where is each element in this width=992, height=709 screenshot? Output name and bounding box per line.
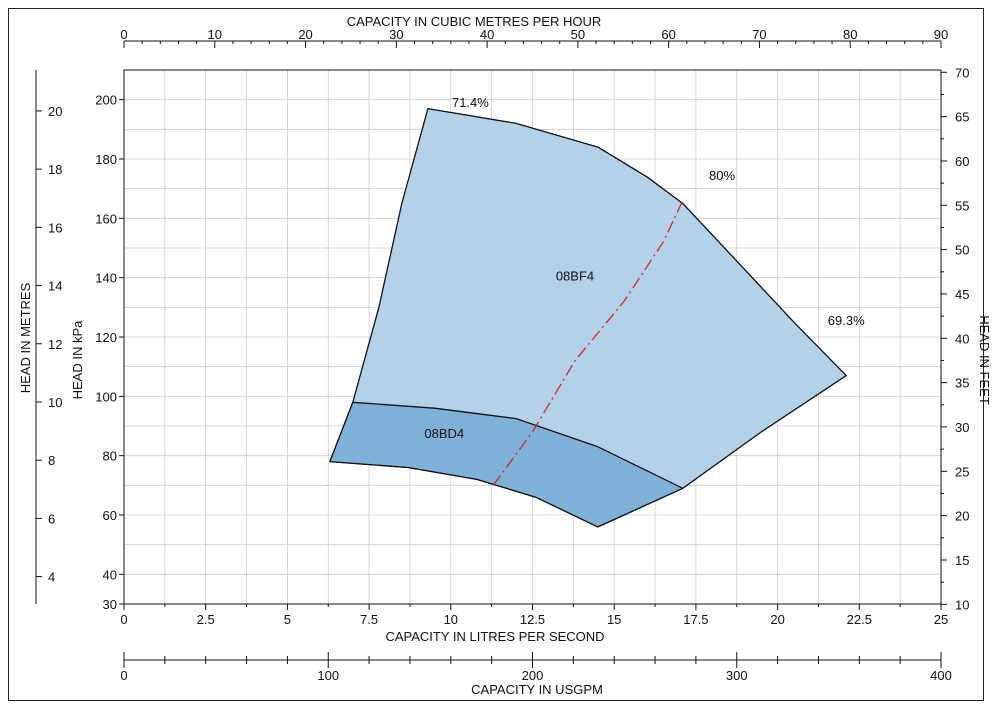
bottom-axis-title: CAPACITY IN LITRES PER SECOND: [385, 629, 604, 644]
left-kpa-axis-title: HEAD IN kPa: [70, 320, 85, 400]
top-tick-label: 70: [752, 27, 766, 42]
kpa-tick-label: 120: [95, 330, 117, 345]
annotation-714: 71.4%: [452, 95, 489, 110]
kpa-tick-label: 80: [103, 449, 117, 464]
metres-tick-label: 20: [48, 104, 62, 119]
usgpm-tick-label: 400: [930, 668, 952, 683]
bottom-tick-label: 25: [934, 612, 948, 627]
bottom-tick-label: 12.5: [520, 612, 545, 627]
annotation-08bd4: 08BD4: [424, 426, 464, 441]
feet-tick-label: 30: [955, 420, 969, 435]
bottom-tick-label: 5: [284, 612, 291, 627]
metres-tick-label: 4: [48, 570, 55, 585]
feet-tick-label: 70: [955, 65, 969, 80]
metres-tick-label: 18: [48, 162, 62, 177]
bottom-tick-label: 17.5: [683, 612, 708, 627]
metres-tick-label: 6: [48, 511, 55, 526]
top-tick-label: 0: [120, 27, 127, 42]
kpa-tick-label: 140: [95, 271, 117, 286]
metres-tick-label: 12: [48, 337, 62, 352]
bottom-tick-label: 2.5: [197, 612, 215, 627]
metres-tick-label: 16: [48, 220, 62, 235]
annotation-08bf4: 08BF4: [556, 269, 594, 284]
top-tick-label: 40: [480, 27, 494, 42]
usgpm-tick-label: 200: [522, 668, 544, 683]
bottom-tick-label: 20: [770, 612, 784, 627]
axes-group: 0 2.5 5 7.5 10 12.5 15 17.5 20 22.5 250 10 20 30 40 50 6…: [35, 27, 969, 683]
usgpm-tick-label: 100: [317, 668, 339, 683]
bottom-tick-label: 22.5: [847, 612, 872, 627]
annotations-group: 71.4% 80% 69.3% 08BF4 08BD4: [424, 95, 865, 441]
kpa-tick-label: 60: [103, 508, 117, 523]
top-tick-label: 20: [298, 27, 312, 42]
performance-regions: [329, 107, 847, 528]
usgpm-tick-label: 300: [726, 668, 748, 683]
bottom-tick-label: 15: [607, 612, 621, 627]
region-08bd4: [329, 401, 684, 528]
bottom-tick-label: 0: [120, 612, 127, 627]
annotation-80: 80%: [709, 168, 735, 183]
kpa-tick-label: 200: [95, 93, 117, 108]
top-tick-label: 80: [843, 27, 857, 42]
annotation-693: 69.3%: [828, 313, 865, 328]
kpa-tick-label: 30: [103, 597, 117, 612]
feet-tick-label: 20: [955, 509, 969, 524]
chart-frame: [8, 8, 984, 701]
top-tick-label: 30: [389, 27, 403, 42]
left-metres-axis-title: HEAD IN METRES: [18, 282, 33, 393]
feet-tick-label: 65: [955, 110, 969, 125]
top-tick-label: 50: [571, 27, 585, 42]
right-feet-axis-title: HEAD IN FEET: [977, 315, 992, 405]
kpa-tick-label: 100: [95, 389, 117, 404]
bottom-tick-label: 10: [444, 612, 458, 627]
bottom-tick-label: 7.5: [360, 612, 378, 627]
kpa-tick-label: 40: [103, 567, 117, 582]
feet-tick-label: 60: [955, 154, 969, 169]
metres-tick-label: 14: [48, 279, 62, 294]
metres-tick-label: 10: [48, 395, 62, 410]
feet-tick-label: 55: [955, 198, 969, 213]
feet-tick-label: 35: [955, 376, 969, 391]
feet-tick-label: 10: [955, 597, 969, 612]
feet-tick-label: 50: [955, 243, 969, 258]
feet-tick-label: 25: [955, 464, 969, 479]
usgpm-tick-label: 0: [120, 668, 127, 683]
kpa-tick-label: 160: [95, 211, 117, 226]
usgpm-axis-title: CAPACITY IN USGPM: [471, 682, 603, 697]
feet-tick-label: 40: [955, 331, 969, 346]
metres-tick-label: 8: [48, 453, 55, 468]
top-tick-label: 90: [934, 27, 948, 42]
top-tick-label: 60: [661, 27, 675, 42]
top-tick-label: 10: [208, 27, 222, 42]
efficiency-curve-group: [492, 200, 684, 486]
feet-tick-label: 15: [955, 553, 969, 568]
top-axis-title: CAPACITY IN CUBIC METRES PER HOUR: [347, 14, 602, 29]
feet-tick-label: 45: [955, 287, 969, 302]
kpa-tick-label: 180: [95, 152, 117, 167]
efficiency-curve: [492, 200, 684, 486]
